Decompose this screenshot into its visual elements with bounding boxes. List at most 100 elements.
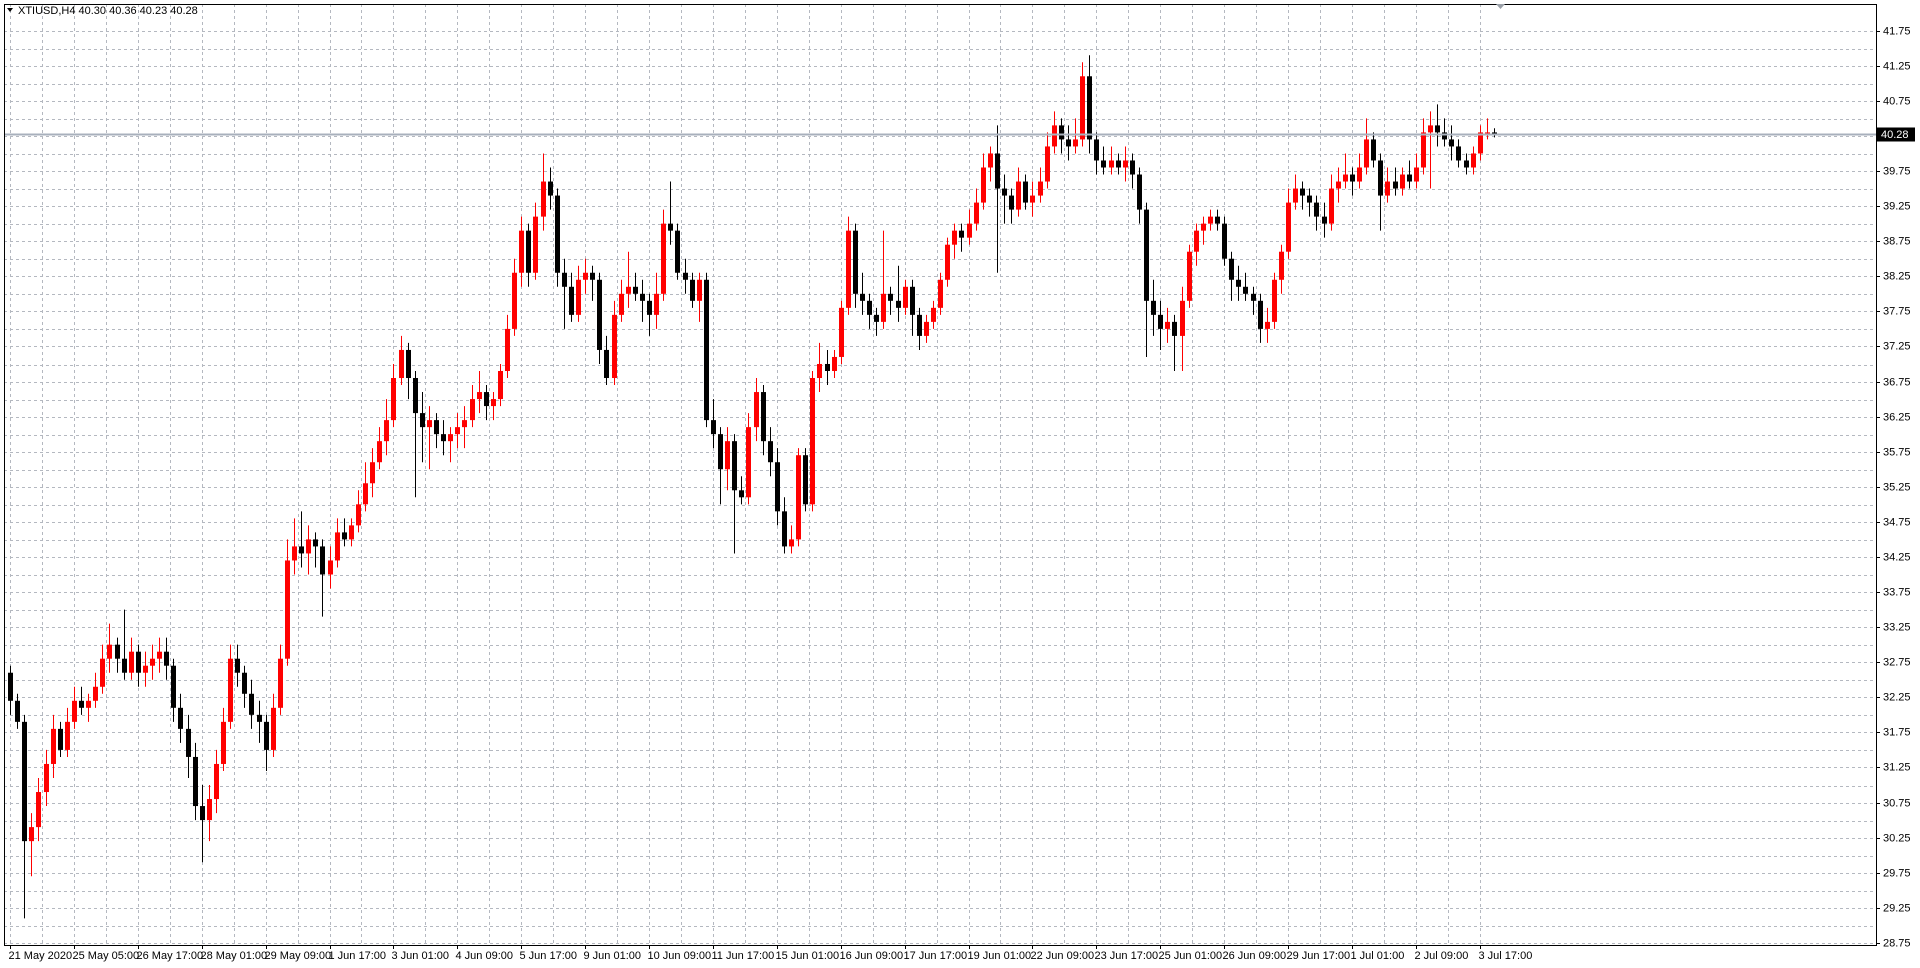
candle-body (399, 349, 404, 379)
candle-body (498, 370, 503, 400)
candle-body (597, 279, 602, 350)
candle-body (1038, 181, 1043, 196)
candle-body (320, 546, 325, 575)
y-tick-label: 30.25 (1883, 832, 1911, 844)
candle-body (264, 721, 269, 750)
candle-body (640, 293, 645, 301)
candle-body (803, 455, 808, 505)
candle-body (1435, 125, 1440, 133)
candle-body (136, 651, 141, 673)
candle-body (377, 441, 382, 463)
candle-body (1471, 153, 1476, 168)
candle-body (910, 286, 915, 315)
candle-body (768, 441, 773, 463)
candle-body (1393, 181, 1398, 189)
candle-body (470, 399, 475, 421)
candle-body (1116, 160, 1121, 168)
candle-body (541, 181, 546, 217)
x-tick-label: 1 Jul 01:00 (1351, 950, 1405, 962)
x-tick-label: 21 May 2020 (9, 950, 73, 962)
y-tick-label: 40.75 (1883, 95, 1911, 107)
candle-body (512, 272, 517, 329)
candle-body (242, 672, 247, 694)
candle-body (1066, 139, 1071, 147)
candle-body (626, 286, 631, 294)
candle-body (562, 272, 567, 287)
candle-body (143, 665, 148, 673)
candle-body (782, 511, 787, 547)
candle-body (860, 293, 865, 301)
candle-body (79, 700, 84, 708)
candle-body (249, 693, 254, 715)
candle-body (1094, 139, 1099, 161)
y-tick-label: 33.75 (1883, 586, 1911, 598)
x-tick-label: 17 Jun 17:00 (904, 950, 968, 962)
x-tick-label: 19 Jun 01:00 (968, 950, 1032, 962)
candle-body (1016, 181, 1021, 210)
candle-body (278, 658, 283, 708)
candle-body (235, 658, 240, 673)
candle-body (931, 307, 936, 322)
candle-body (519, 230, 524, 273)
candle-body (15, 700, 20, 722)
candle-body (271, 707, 276, 750)
candle-body (683, 272, 688, 280)
candle-body (612, 314, 617, 379)
y-tick-label: 29.75 (1883, 867, 1911, 879)
candle-body (725, 441, 730, 470)
candle-body (1343, 174, 1348, 182)
candle-body (299, 546, 304, 554)
candle-body (1371, 139, 1376, 161)
candle-body (335, 532, 340, 561)
candle-body (157, 651, 162, 659)
candle-body (434, 420, 439, 435)
y-tick-label: 38.25 (1883, 270, 1911, 282)
candle-body (619, 293, 624, 315)
candle-body (1492, 132, 1497, 134)
candle-body (363, 483, 368, 505)
candle-body (1023, 181, 1028, 203)
candle-body (1286, 202, 1291, 252)
x-tick-label: 9 Jun 01:00 (584, 950, 642, 962)
candle-body (732, 441, 737, 491)
candle-body (967, 223, 972, 238)
y-tick-label: 41.25 (1883, 60, 1911, 72)
candle-body (604, 349, 609, 379)
y-tick-label: 37.25 (1883, 340, 1911, 352)
candle-body (697, 279, 702, 301)
candle-body (1194, 230, 1199, 252)
shift-marker[interactable] (1496, 4, 1505, 9)
candle-body (1229, 258, 1234, 280)
candle-body (29, 827, 34, 842)
candle-body (1307, 195, 1312, 203)
menu-icon[interactable] (7, 8, 13, 12)
candle-body (1158, 314, 1163, 329)
candle-body (186, 728, 191, 757)
candle-body (1314, 202, 1319, 217)
candle-body (313, 539, 318, 547)
candle-body (974, 202, 979, 224)
candle-body (1215, 216, 1220, 224)
candle-body (817, 363, 822, 379)
candle-body (1350, 174, 1355, 182)
candle-body (292, 546, 297, 561)
candle-body (1087, 76, 1092, 140)
candle-body (356, 504, 361, 526)
candle-body (150, 658, 155, 666)
candle-body (413, 378, 418, 414)
candle-body (171, 665, 176, 708)
candle-body (668, 223, 673, 231)
candle-body (1378, 160, 1383, 196)
candle-body (1222, 223, 1227, 259)
candle-body (1251, 293, 1256, 301)
candle-body (391, 378, 396, 421)
x-tick-label: 15 Jun 01:00 (776, 950, 840, 962)
candle-body (1052, 125, 1057, 147)
candle-body (810, 378, 815, 505)
candle-body (746, 427, 751, 498)
candle-body (1478, 132, 1483, 154)
candle-body (1414, 167, 1419, 182)
candle-body (214, 763, 219, 800)
